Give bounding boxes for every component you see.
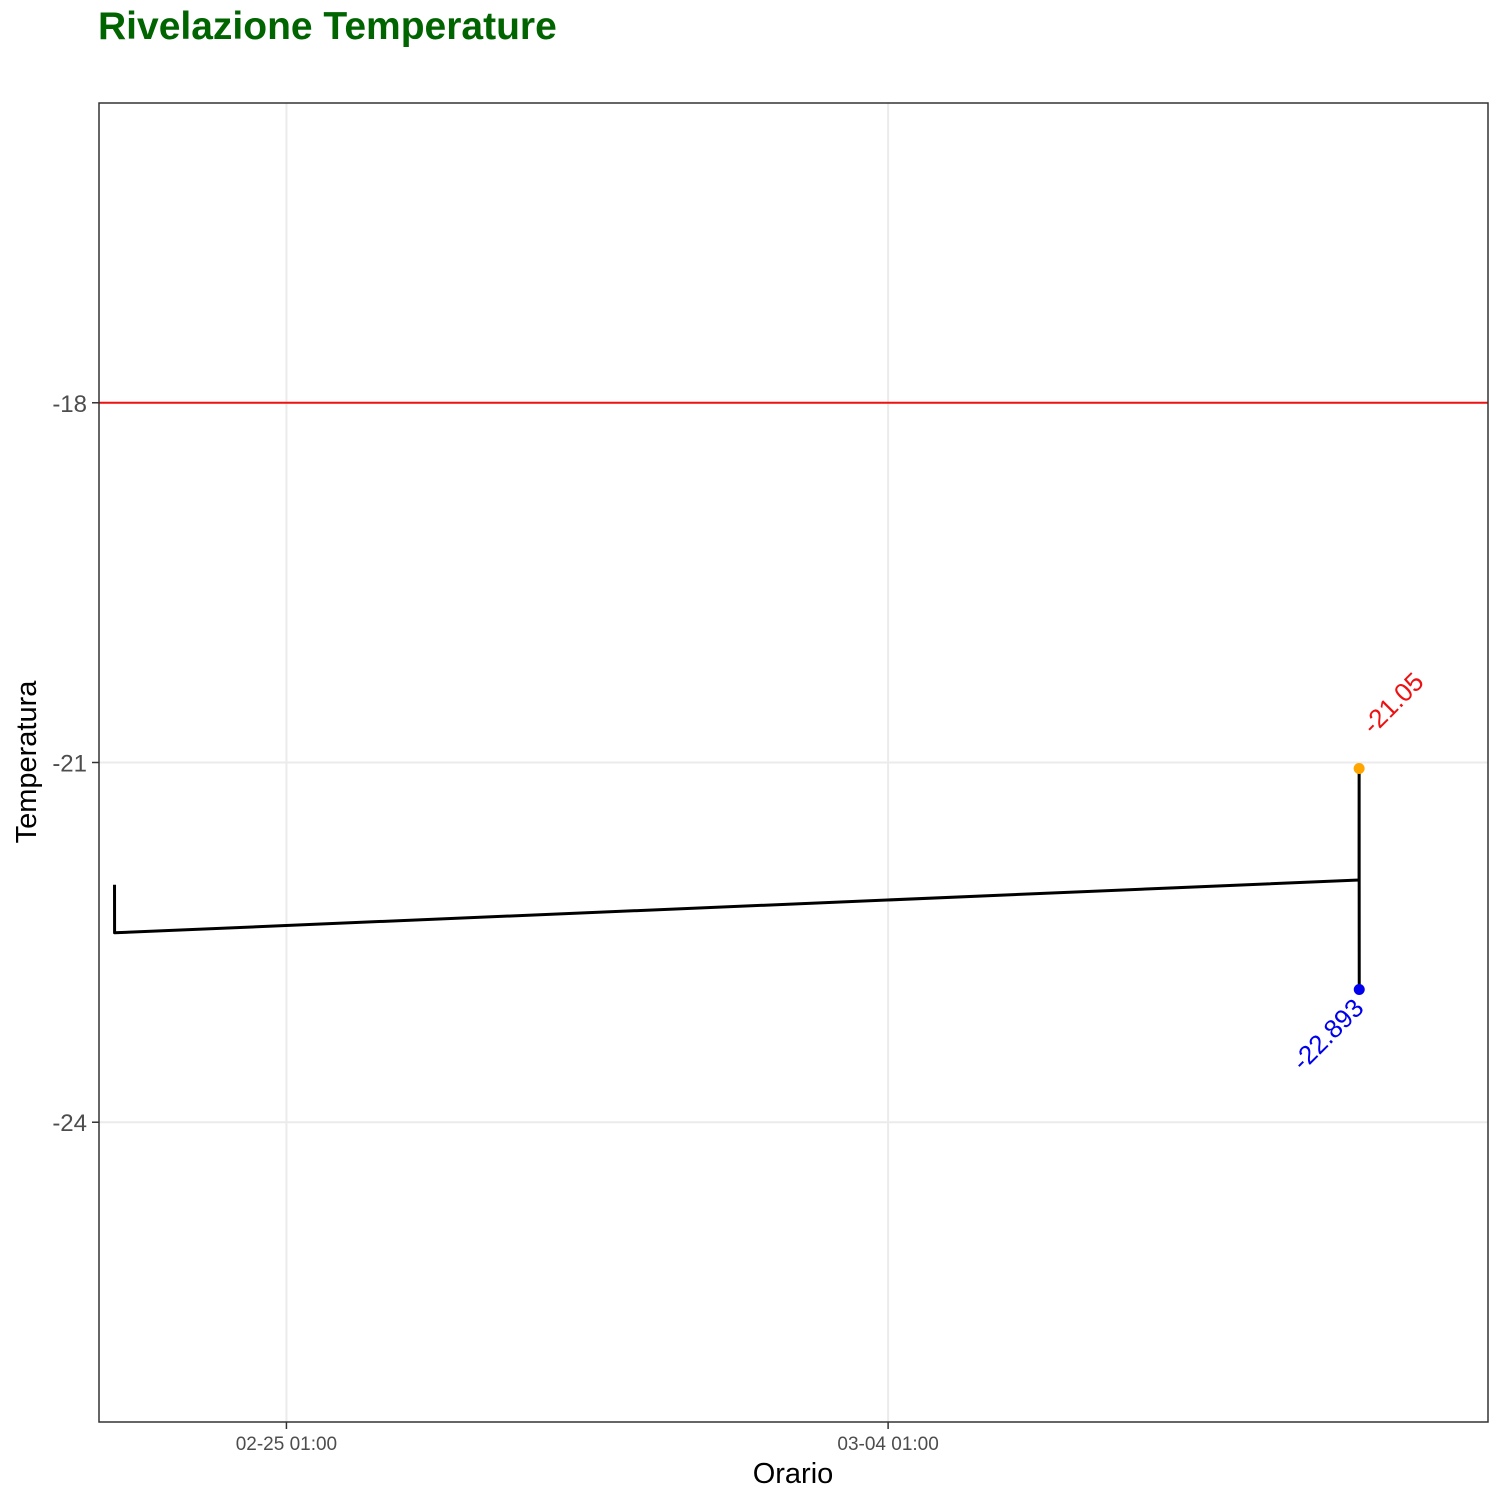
axes-group: -18 -21 -24 02-25 01:00 03-04 01:00 bbox=[52, 391, 939, 1455]
y-tick-label: -18 bbox=[52, 391, 87, 418]
x-tick-label: 03-04 01:00 bbox=[837, 1434, 938, 1455]
temperature-series-line bbox=[113, 767, 1361, 990]
x-axis-title: Orario bbox=[753, 1458, 834, 1490]
series-group bbox=[113, 767, 1361, 990]
min-temperature-point bbox=[1353, 983, 1365, 995]
max-temperature-point bbox=[1353, 762, 1365, 774]
chart-title: Rivelazione Temperature bbox=[98, 5, 557, 48]
grid-lines bbox=[99, 103, 1488, 1422]
x-tick-label: 02-25 01:00 bbox=[236, 1434, 337, 1455]
max-temperature-label: -21.05 bbox=[1356, 666, 1429, 739]
y-axis-title: Temperatura bbox=[11, 680, 43, 844]
y-tick-label: -21 bbox=[52, 751, 87, 778]
min-temperature-label: -22.893 bbox=[1286, 993, 1370, 1077]
y-tick-label: -24 bbox=[52, 1110, 87, 1137]
